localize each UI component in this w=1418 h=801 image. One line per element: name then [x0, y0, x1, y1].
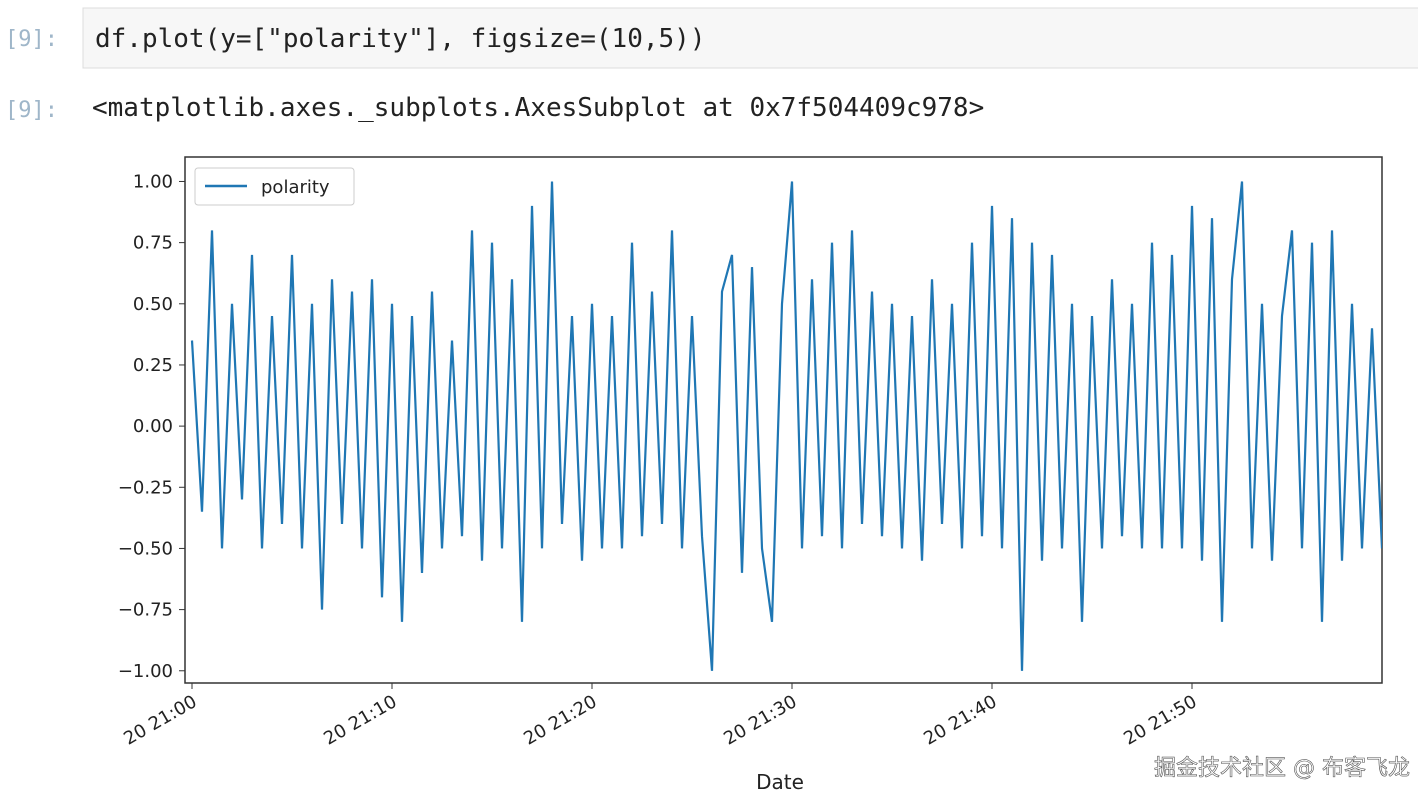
y-tick-label: 0.00	[133, 416, 173, 437]
legend-box	[194, 167, 355, 206]
y-tick-label: −0.75	[118, 600, 173, 621]
code: df.plot(y=["polarity"], figsize=(10,5))	[95, 24, 705, 54]
watermark: 掘金技术社区 @ 布客飞龙	[1154, 756, 1410, 781]
input-prompt: [9]:	[5, 27, 58, 52]
x-tick-label: 20 21:50	[1120, 691, 1200, 749]
y-tick-label: 0.25	[133, 355, 173, 376]
y-tick-label: 0.75	[133, 233, 173, 254]
y-tick-label: −1.00	[118, 661, 173, 682]
x-tick-label: 20 21:20	[520, 691, 600, 749]
series-line	[190, 181, 1382, 671]
y-tick-label: 0.50	[133, 294, 173, 315]
x-tick-label: 20 21:10	[320, 691, 400, 749]
x-tick-label: 20 21:40	[920, 691, 1000, 749]
y-tick-label: −0.50	[118, 538, 173, 559]
y-tick-label: 1.00	[133, 171, 173, 192]
output-prompt: [9]:	[5, 98, 58, 123]
code-cell[interactable]	[82, 7, 1418, 69]
x-tick-label: 20 21:30	[720, 691, 800, 749]
output-text: <matplotlib.axes._subplots.AxesSubplot a…	[92, 93, 984, 123]
x-axis-label: Date	[756, 770, 804, 794]
y-tick-label: −0.25	[118, 477, 173, 498]
legend-label: polarity	[261, 177, 330, 198]
x-tick-label: 20 21:00	[120, 691, 200, 749]
axes	[184, 156, 1383, 684]
